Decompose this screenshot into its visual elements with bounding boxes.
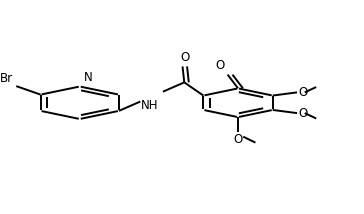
Text: O: O	[299, 107, 308, 120]
Text: O: O	[180, 51, 189, 64]
Text: Br: Br	[0, 72, 13, 85]
Text: O: O	[233, 133, 243, 146]
Text: O: O	[215, 59, 224, 73]
Text: O: O	[299, 86, 308, 99]
Text: NH: NH	[141, 99, 159, 112]
Text: N: N	[84, 71, 93, 84]
